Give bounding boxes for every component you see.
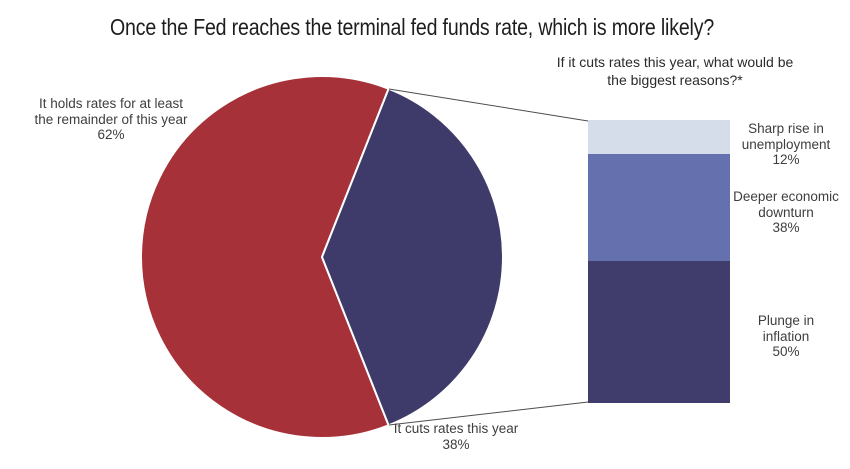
bar-chart-title: If it cuts rates this year, what would b…	[500, 54, 850, 89]
pie-slice-cuts-rates	[321, 87, 504, 427]
bar-label-downturn-pct: 38%	[772, 220, 800, 235]
bar-label-unemployment-pct: 12%	[772, 152, 800, 167]
bar-label-inflation-line2: inflation	[762, 328, 810, 344]
pie-label-holds-pct: 62%	[97, 127, 125, 142]
leader-line-top	[388, 88, 589, 122]
leader-line-bottom	[388, 401, 589, 426]
bar-label-downturn: Deeper economic downturn 38%	[728, 189, 844, 236]
bar-label-inflation-pct: 50%	[772, 344, 800, 359]
bar-label-downturn-line1: Deeper economic	[733, 189, 839, 204]
pie-label-holds-line1: It holds rates for at least	[38, 96, 184, 111]
stacked-bar	[588, 120, 730, 403]
pie-label-holds-line2: the remainder of this year	[34, 111, 188, 127]
chart-title: Once the Fed reaches the terminal fed fu…	[109, 14, 715, 40]
bar-label-inflation: Plunge in inflation 50%	[728, 313, 844, 360]
bar-label-downturn-line2: downturn	[758, 204, 814, 220]
pie-label-cuts-pct: 38%	[442, 436, 470, 452]
pie-label-cuts-line1: It cuts rates this year	[393, 421, 519, 436]
bar-label-unemployment: Sharp rise in unemployment 12%	[728, 121, 844, 168]
bar-label-inflation-line1: Plunge in	[757, 313, 815, 328]
bar-segment-2	[588, 261, 730, 403]
bar-segment-0	[588, 120, 730, 154]
pie-slice-holds-rates	[140, 75, 390, 439]
bar-label-unemployment-line2: unemployment	[741, 136, 831, 152]
pie-wedges	[140, 75, 504, 439]
bar-title-line1: If it cuts rates this year, what would b…	[556, 54, 794, 70]
pie-label-cuts-rates: It cuts rates this year 38%	[346, 421, 566, 452]
bar-title-line2: the biggest reasons?*	[607, 71, 743, 88]
bar-segment-1	[588, 153, 730, 262]
pie-label-holds-rates: It holds rates for at least the remainde…	[0, 96, 222, 143]
bar-label-unemployment-line1: Sharp rise in	[748, 121, 824, 136]
